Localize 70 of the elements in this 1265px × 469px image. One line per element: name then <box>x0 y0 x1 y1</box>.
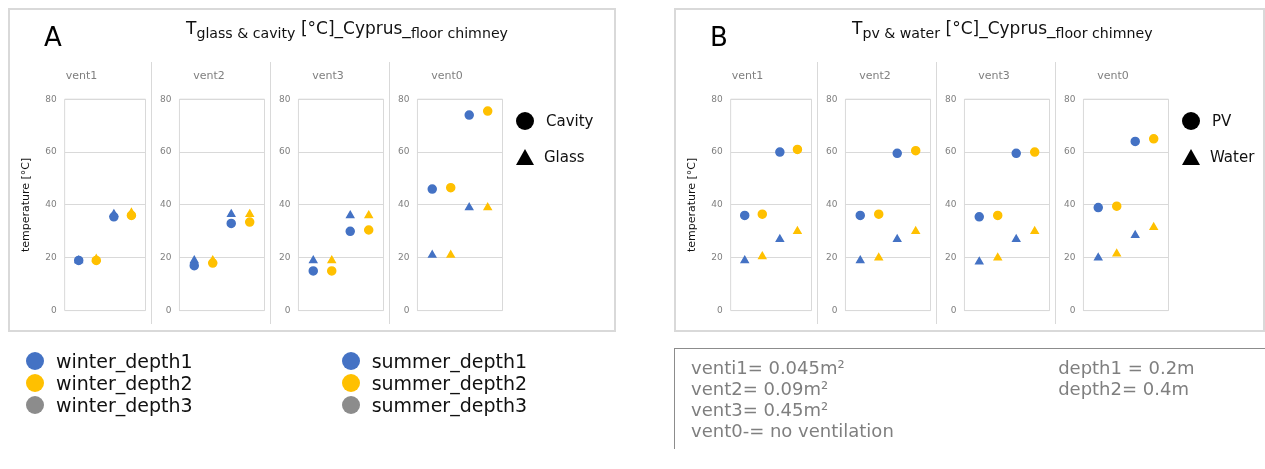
y-tick-label: 20 <box>160 252 172 263</box>
text: Glass <box>544 148 585 166</box>
y-tick-label: 40 <box>279 199 291 210</box>
y-tick-label: 60 <box>1064 146 1076 157</box>
y-tick-label: 60 <box>45 146 57 157</box>
y-tick-label: 40 <box>45 199 57 210</box>
y-tick-label: 0 <box>403 304 410 315</box>
chart-title: vent0 <box>431 69 463 83</box>
y-tick-label: 80 <box>160 93 172 104</box>
chart-title: vent1 <box>65 69 98 83</box>
y-tick-label: 80 <box>1064 93 1076 104</box>
y-tick-label: 20 <box>1064 252 1076 263</box>
y-tick-label: 0 <box>831 304 838 315</box>
y-tick-label: 20 <box>45 252 57 263</box>
y-tick-label: 80 <box>711 93 723 104</box>
chart-title: vent3 <box>312 69 344 83</box>
text: Water <box>1210 148 1255 166</box>
y-tick-label: 40 <box>1064 199 1076 210</box>
text: Cavity <box>546 112 594 130</box>
y-tick-label: 80 <box>398 93 410 104</box>
y-tick-label: 80 <box>826 93 838 104</box>
y-tick-label: 40 <box>160 199 172 210</box>
chart-title: vent2 <box>193 69 225 83</box>
text: T$_{glass & cavity}$ [°C]_Cyprus_$_{floor chimney}$ <box>186 18 508 42</box>
y-tick-label: 60 <box>711 146 723 157</box>
y-tick-label: 0 <box>950 304 957 315</box>
text: venti1= 0.045m² <box>691 357 846 378</box>
chart-title: vent3 <box>978 69 1010 83</box>
y-tick-label: 40 <box>711 199 723 210</box>
y-axis-title: temperature [°C] <box>685 157 699 253</box>
chart-title: vent0 <box>1097 69 1129 83</box>
y-tick-label: 40 <box>398 199 410 210</box>
text: B <box>710 22 728 52</box>
text: depth2= 0.4m <box>1058 378 1190 399</box>
y-tick-label: 40 <box>826 199 838 210</box>
chart-title: vent2 <box>859 69 891 83</box>
y-tick-label: 60 <box>826 146 838 157</box>
y-tick-label: 0 <box>165 304 172 315</box>
y-tick-label: 80 <box>279 93 291 104</box>
y-tick-label: 80 <box>945 93 957 104</box>
legend-label: winter_depth1 <box>56 350 193 372</box>
y-axis-title: temperature [°C] <box>19 157 33 253</box>
text: PV <box>1212 112 1232 130</box>
y-tick-label: 60 <box>160 146 172 157</box>
y-tick-label: 0 <box>284 304 291 315</box>
y-tick-label: 60 <box>279 146 291 157</box>
y-tick-label: 0 <box>716 304 723 315</box>
y-tick-label: 60 <box>398 146 410 157</box>
legend-label: winter_depth2 <box>56 372 193 394</box>
legend-label: summer_depth2 <box>371 372 528 394</box>
y-tick-label: 20 <box>398 252 410 263</box>
text: T$_{pv & water}$ [°C]_Cyprus_$_{floor chimney}$ <box>852 18 1153 42</box>
text: A <box>44 22 62 52</box>
y-tick-label: 80 <box>45 93 57 104</box>
legend-label: winter_depth3 <box>56 394 193 416</box>
chart-title: vent1 <box>731 69 764 83</box>
text: vent3= 0.45m² <box>691 399 830 420</box>
text: depth1 = 0.2m <box>1058 357 1196 378</box>
text: vent0-= no ventilation <box>691 420 895 441</box>
y-tick-label: 0 <box>50 304 57 315</box>
y-tick-label: 40 <box>945 199 957 210</box>
text: vent2= 0.09m² <box>691 378 830 399</box>
y-tick-label: 20 <box>279 252 291 263</box>
y-tick-label: 20 <box>711 252 723 263</box>
legend-label: summer_depth3 <box>371 394 528 416</box>
y-tick-label: 20 <box>826 252 838 263</box>
y-tick-label: 0 <box>1069 304 1076 315</box>
y-tick-label: 60 <box>945 146 957 157</box>
legend-label: summer_depth1 <box>371 350 528 372</box>
y-tick-label: 20 <box>945 252 957 263</box>
